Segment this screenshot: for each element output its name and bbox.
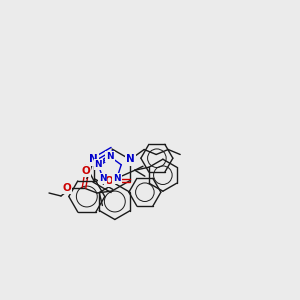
Text: N: N [126,154,135,164]
Text: N: N [89,154,98,164]
Text: N: N [113,174,121,183]
Text: N: N [94,160,102,169]
Text: O: O [105,176,114,185]
Text: N: N [99,174,106,183]
Text: O: O [63,183,71,193]
Text: N: N [106,152,114,161]
Text: O: O [82,166,90,176]
